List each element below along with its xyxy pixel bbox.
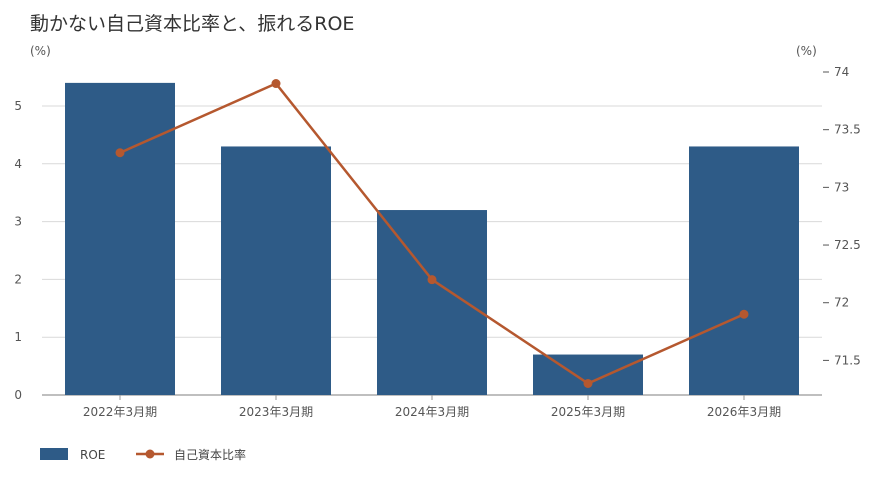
right-axis: 71.5 72 72.5 73 73.5 74 xyxy=(823,65,861,367)
legend: ROE 自己資本比率 xyxy=(40,447,246,462)
bar xyxy=(65,82,175,395)
left-tick-label: 0 xyxy=(14,388,22,402)
left-tick-label: 3 xyxy=(14,215,22,229)
left-axis-unit: (%) xyxy=(30,44,51,58)
left-axis: 0 1 2 3 4 5 xyxy=(14,99,22,402)
right-tick-label: 73.5 xyxy=(834,123,861,137)
x-tick-label: 2022年3月期 xyxy=(83,405,157,419)
left-tick-label: 2 xyxy=(14,272,22,286)
chart-title: 動かない自己資本比率と、振れるROE xyxy=(30,13,354,35)
right-tick-label: 72.5 xyxy=(834,238,861,252)
x-tick-label: 2026年3月期 xyxy=(707,405,781,419)
right-tick-label: 71.5 xyxy=(834,353,861,367)
left-tick-label: 4 xyxy=(14,157,22,171)
left-tick-label: 1 xyxy=(14,330,22,344)
legend-label-equity-ratio: 自己資本比率 xyxy=(174,447,246,462)
left-tick-label: 5 xyxy=(14,99,22,113)
right-tick-label: 72 xyxy=(834,296,849,310)
line-point xyxy=(115,148,125,158)
line-point xyxy=(583,378,593,388)
right-tick-label: 73 xyxy=(834,180,849,194)
line-point xyxy=(427,275,437,285)
line-point xyxy=(271,79,281,89)
bar xyxy=(533,354,643,395)
line-series xyxy=(115,79,749,388)
x-axis: 2022年3月期 2023年3月期 2024年3月期 2025年3月期 2026年3月期 xyxy=(83,395,781,419)
legend-swatch-roe xyxy=(40,448,68,460)
x-tick-label: 2025年3月期 xyxy=(551,405,625,419)
line-point xyxy=(739,309,749,319)
right-axis-unit: (%) xyxy=(796,44,817,58)
bar xyxy=(377,210,487,395)
x-tick-label: 2023年3月期 xyxy=(239,405,313,419)
bar-series xyxy=(65,82,799,395)
bar xyxy=(689,146,799,395)
x-tick-label: 2024年3月期 xyxy=(395,405,469,419)
right-tick-label: 74 xyxy=(834,65,849,79)
legend-label-roe: ROE xyxy=(80,448,105,462)
bar xyxy=(221,146,331,395)
legend-swatch-point xyxy=(145,449,155,459)
